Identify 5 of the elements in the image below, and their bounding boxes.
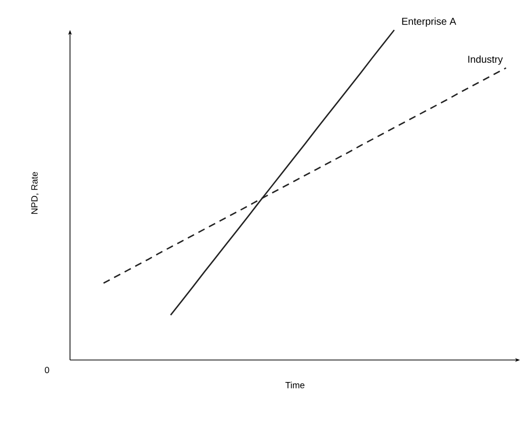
x-axis-title: Time (285, 382, 304, 388)
text: 0 (44, 366, 50, 374)
y-axis-title: NPD, Rate (31, 172, 39, 214)
series-label: Industry (468, 55, 503, 65)
series-label: Enterprise A (402, 18, 456, 27)
